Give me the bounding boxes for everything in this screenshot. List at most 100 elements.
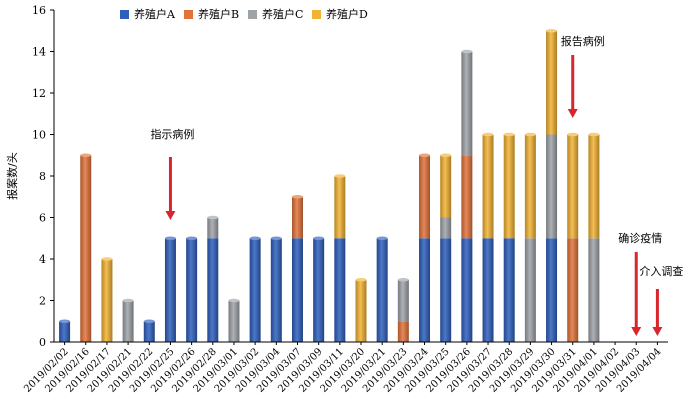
bar-segment <box>186 238 198 342</box>
bar-segment <box>355 279 367 342</box>
bar-cap <box>567 132 579 137</box>
bar-cap <box>397 277 409 282</box>
bar-segment <box>546 30 558 135</box>
bar-cap <box>249 236 261 241</box>
bar-cap <box>313 236 325 241</box>
annotation-label: 报告病例 <box>561 34 605 48</box>
bar-segment <box>588 134 600 239</box>
bar-segment <box>164 238 176 342</box>
annotation-label: 指示病例 <box>150 127 194 141</box>
bar-cap <box>59 319 71 324</box>
y-tick-label: 4 <box>39 253 46 266</box>
bar-cap <box>524 132 536 137</box>
bar-cap <box>588 132 600 137</box>
bar-segment <box>567 238 579 342</box>
legend: 养殖户A 养殖户B 养殖户C 养殖户D <box>120 7 368 21</box>
bar-segment <box>503 238 515 342</box>
legend-swatch <box>184 10 193 19</box>
bar-cap <box>207 215 219 220</box>
bar-segment <box>270 238 282 342</box>
bar-segment <box>567 134 579 239</box>
bar-segment <box>440 238 452 342</box>
annotation-label: 确诊疫情 <box>618 231 662 245</box>
annotation-arrow-head <box>652 327 663 336</box>
bar-cap <box>503 132 515 137</box>
y-tick-label: 10 <box>32 129 46 142</box>
bar-segment <box>524 238 536 342</box>
y-tick-label: 2 <box>39 295 46 308</box>
bar-segment <box>461 155 473 239</box>
y-tick-label: 0 <box>39 336 46 349</box>
y-tick-label: 6 <box>39 212 46 225</box>
bar-cap <box>334 174 346 178</box>
bar-segment <box>546 238 558 342</box>
y-tick-label: 16 <box>32 4 46 17</box>
bar-segment <box>419 155 431 239</box>
annotation-label: 介入调查 <box>639 264 683 278</box>
bar-segment <box>313 238 325 342</box>
bar-segment <box>143 321 155 342</box>
bar-segment <box>440 155 452 218</box>
y-tick-label: 14 <box>32 46 46 59</box>
bar-segment <box>503 134 515 239</box>
annotation-arrow-head <box>631 327 642 336</box>
bar-segment <box>524 134 536 239</box>
legend-swatch <box>248 10 257 19</box>
legend-label: 养殖户D <box>326 7 368 21</box>
bar-segment <box>249 238 261 342</box>
legend-swatch <box>312 10 321 19</box>
bar-segment <box>397 279 409 322</box>
bars-layer <box>59 28 600 342</box>
bar-segment <box>482 134 494 239</box>
legend-label: 养殖户A <box>134 7 176 21</box>
bar-segment <box>546 134 558 239</box>
bar-segment <box>122 300 134 342</box>
bar-cap <box>291 194 303 199</box>
bar-cap <box>482 132 494 137</box>
bar-segment <box>80 155 92 342</box>
bar-segment <box>207 238 219 342</box>
bar-segment <box>291 238 303 342</box>
bar-cap <box>122 298 134 303</box>
bar-cap <box>80 153 92 158</box>
bar-cap <box>461 49 473 54</box>
bar-segment <box>101 259 113 342</box>
bar-segment <box>376 238 388 342</box>
annotation-arrow-head <box>165 211 176 220</box>
bar-segment <box>228 300 240 342</box>
y-tick-label: 8 <box>39 170 46 183</box>
y-axis-label: 报案数/头 <box>5 152 19 200</box>
bar-cap <box>164 236 176 241</box>
legend-label: 养殖户B <box>198 7 239 21</box>
bar-segment <box>440 217 452 239</box>
bar-segment <box>334 176 346 239</box>
annotation-arrow-head <box>567 109 578 118</box>
bar-segment <box>419 238 431 342</box>
bar-segment <box>291 196 303 239</box>
bar-segment <box>482 238 494 342</box>
bar-cap <box>228 298 240 303</box>
bar-cap <box>101 257 113 261</box>
bar-cap <box>546 28 558 33</box>
legend-label: 养殖户C <box>262 7 303 21</box>
bar-segment <box>588 238 600 342</box>
bar-segment <box>334 238 346 342</box>
bar-segment <box>59 321 71 342</box>
axes-layer: 0246810121416报案数/头2019/02/022019/02/1620… <box>5 4 668 395</box>
bar-cap <box>440 153 452 158</box>
bar-cap <box>376 236 388 241</box>
bar-cap <box>355 277 367 282</box>
bar-segment <box>397 321 409 342</box>
bar-cap <box>186 236 198 241</box>
bar-cap <box>270 236 282 241</box>
bar-cap <box>143 319 155 324</box>
y-tick-label: 12 <box>32 87 46 100</box>
legend-swatch <box>120 10 129 19</box>
bar-segment <box>461 238 473 342</box>
bar-segment <box>461 51 473 156</box>
bar-cap <box>419 153 431 158</box>
bar-segment <box>207 217 219 239</box>
